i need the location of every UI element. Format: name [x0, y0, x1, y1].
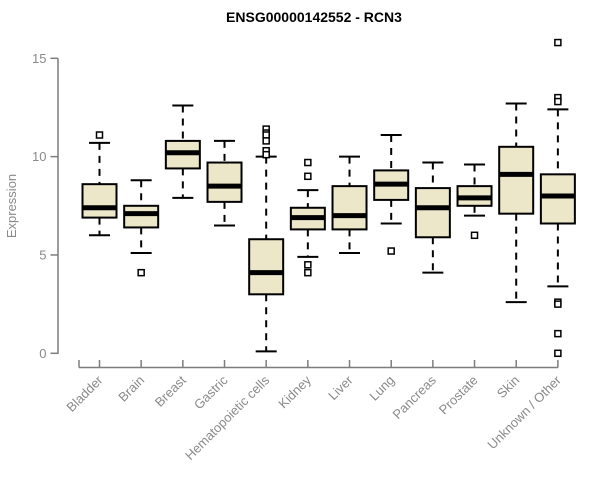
iqr-box: [539, 173, 576, 225]
iqr-box: [331, 185, 368, 231]
iqr-box: [123, 204, 160, 229]
x-tick-label: Unknown / Other: [484, 372, 564, 452]
x-tick-label: Breast: [152, 372, 189, 409]
outlier-point: [95, 131, 104, 139]
outlier-point: [387, 247, 395, 255]
y-tick-label: 0: [39, 346, 46, 361]
x-tick-label: Gastric: [191, 372, 231, 412]
y-axis-label: Expression: [4, 174, 19, 238]
iqr-box: [81, 183, 118, 219]
outlier-point: [137, 268, 145, 277]
iqr-box: [248, 238, 285, 296]
y-tick-label: 10: [32, 149, 46, 164]
outlier-point: [262, 150, 270, 159]
x-tick-label: Lung: [366, 373, 397, 404]
iqr-box: [498, 145, 535, 215]
box-group: [373, 134, 410, 255]
outlier-point: [262, 131, 270, 139]
outlier-point: [554, 329, 562, 338]
box-group: [289, 158, 326, 277]
box-group: [498, 102, 535, 304]
iqr-box: [206, 161, 243, 203]
outlier-point: [470, 231, 479, 240]
x-tick-label: Liver: [325, 372, 356, 403]
box-group: [206, 139, 243, 227]
outlier-point: [304, 172, 312, 181]
outlier-point: [554, 97, 562, 106]
box-group: [456, 163, 493, 240]
box-group: [331, 155, 368, 254]
y-tick-label: 15: [32, 51, 46, 66]
y-tick-label: 5: [39, 248, 46, 263]
x-tick-label: Bladder: [63, 372, 106, 415]
box-group: [81, 131, 118, 237]
x-tick-label: Skin: [494, 373, 522, 401]
x-tick-label: Prostate: [436, 373, 481, 418]
x-tick-label: Kidney: [275, 372, 314, 411]
outlier-point: [304, 261, 312, 269]
x-tick-label: Pancreas: [390, 372, 440, 422]
box-group: [539, 38, 576, 358]
chart-title: ENSG00000142552 - RCN3: [226, 9, 402, 25]
box-group: [164, 104, 201, 199]
outlier-point: [554, 349, 562, 358]
outlier-point: [262, 137, 270, 145]
outlier-point: [304, 268, 312, 277]
box-group: [414, 161, 451, 274]
outlier-point: [554, 300, 562, 308]
boxplot-series: [81, 38, 576, 358]
outlier-point: [554, 38, 562, 47]
iqr-box: [414, 187, 451, 239]
box-group: [123, 179, 160, 277]
box-group: [248, 125, 285, 353]
x-tick-label: Brain: [115, 373, 147, 405]
outlier-point: [304, 158, 312, 167]
